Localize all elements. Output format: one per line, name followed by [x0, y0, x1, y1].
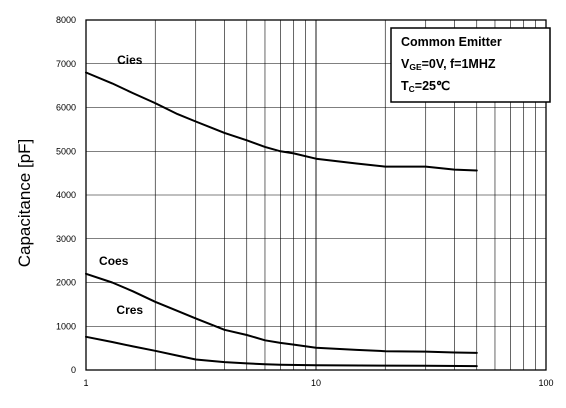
- series-label-cies: Cies: [117, 53, 143, 67]
- legend-line-1: Common Emitter: [401, 35, 502, 49]
- grid-layer: [86, 20, 546, 370]
- series-line-coes: [85, 272, 478, 354]
- x-tick-label: 10: [311, 378, 321, 388]
- y-tick-label: 6000: [56, 103, 76, 113]
- x-tick-label: 100: [538, 378, 553, 388]
- legend-tc-suffix: =25℃: [415, 79, 450, 93]
- y-tick-label: 4000: [56, 190, 76, 200]
- legend-vge-subscript: GE: [409, 62, 422, 72]
- legend-tc-subscript: C: [409, 84, 415, 94]
- y-tick-label: 7000: [56, 59, 76, 69]
- series-label-cres: Cres: [116, 303, 143, 317]
- tick-label-layer: 0 1000 2000 3000 4000 5000 6000 7000 8000 1 10 100: [56, 15, 554, 388]
- y-tick-label: 8000: [56, 15, 76, 25]
- y-tick-label: 5000: [56, 146, 76, 156]
- legend-tc-prefix: T: [401, 79, 409, 93]
- series-line-cies: [85, 71, 478, 172]
- curve-layer: Cies Coes Cres: [85, 53, 478, 368]
- legend-frame: [390, 27, 551, 103]
- plot-frame: [85, 19, 547, 371]
- legend-vge-suffix: =0V, f=1MHZ: [422, 57, 496, 71]
- legend-line-3: TC=25℃: [401, 79, 450, 94]
- legend-vge-prefix: V: [401, 57, 410, 71]
- legend-line-2: VGE=0V, f=1MHZ: [401, 57, 496, 72]
- y-tick-label: 2000: [56, 278, 76, 288]
- series-line-cres: [85, 335, 478, 368]
- y-tick-label: 3000: [56, 234, 76, 244]
- y-tick-label: 0: [71, 365, 76, 375]
- legend-box: Common Emitter VGE=0V, f=1MHZ TC=25℃: [390, 27, 551, 103]
- y-tick-label: 1000: [56, 321, 76, 331]
- series-label-coes: Coes: [99, 254, 129, 268]
- x-tick-label: 1: [83, 378, 88, 388]
- y-axis-label: Capacitance [pF]: [15, 139, 34, 268]
